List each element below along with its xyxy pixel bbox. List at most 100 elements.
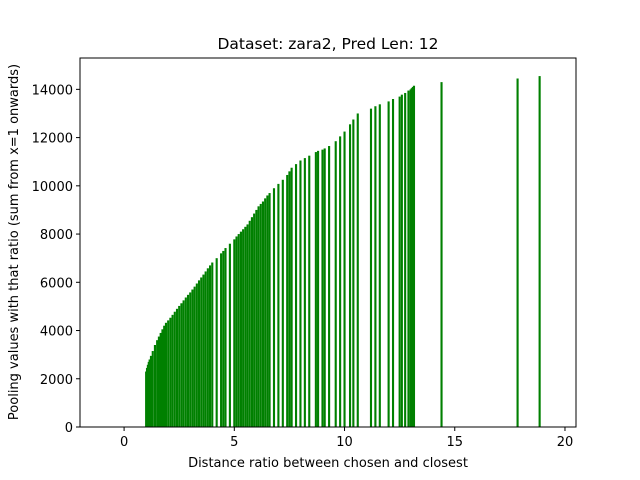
chart-title: Dataset: zara2, Pred Len: 12 bbox=[217, 35, 438, 53]
bar bbox=[378, 104, 381, 427]
bar bbox=[255, 209, 258, 427]
bar bbox=[156, 340, 159, 427]
bar bbox=[244, 226, 247, 427]
bar bbox=[224, 248, 227, 427]
bar bbox=[250, 217, 254, 427]
bar bbox=[272, 188, 276, 427]
y-tick-label: 12000 bbox=[32, 132, 73, 147]
bar bbox=[180, 303, 183, 427]
bar bbox=[171, 314, 174, 427]
bar bbox=[206, 268, 209, 427]
x-tick-label: 5 bbox=[230, 435, 238, 450]
bar bbox=[334, 141, 337, 427]
x-tick-label: 15 bbox=[446, 435, 463, 450]
bar bbox=[182, 300, 185, 427]
bar bbox=[228, 243, 231, 427]
bar bbox=[222, 250, 225, 427]
bar bbox=[197, 280, 201, 427]
y-tick-label: 10000 bbox=[32, 180, 73, 195]
bar bbox=[163, 325, 166, 427]
y-tick-label: 14000 bbox=[32, 83, 73, 98]
bar bbox=[259, 203, 262, 427]
bar bbox=[149, 355, 153, 427]
bar bbox=[220, 253, 223, 427]
bar bbox=[286, 174, 289, 427]
bar bbox=[157, 336, 160, 427]
bar bbox=[343, 131, 346, 427]
y-tick-label: 8000 bbox=[40, 228, 73, 243]
x-tick-label: 10 bbox=[336, 435, 353, 450]
bar bbox=[321, 149, 324, 427]
bar bbox=[374, 106, 377, 428]
bars-group bbox=[145, 76, 541, 428]
bar bbox=[184, 297, 187, 427]
bar bbox=[235, 236, 238, 427]
bar bbox=[356, 113, 359, 427]
bar bbox=[348, 124, 352, 427]
bar bbox=[211, 262, 214, 427]
bar bbox=[281, 179, 284, 427]
bar bbox=[303, 158, 306, 427]
y-axis: 0 2000 4000 6000 8000 10000 12000 14000 bbox=[32, 83, 80, 436]
bar bbox=[261, 201, 265, 427]
bar bbox=[233, 239, 236, 427]
bar bbox=[169, 317, 172, 427]
bar bbox=[314, 152, 317, 427]
bar bbox=[239, 231, 242, 427]
bar bbox=[391, 99, 395, 427]
y-tick-label: 2000 bbox=[40, 373, 73, 388]
bar bbox=[410, 88, 413, 428]
plot-frame bbox=[79, 57, 577, 428]
bar bbox=[299, 160, 302, 427]
bar bbox=[387, 101, 390, 427]
bar bbox=[246, 224, 249, 427]
bar bbox=[242, 229, 245, 427]
bar bbox=[257, 206, 260, 427]
bar bbox=[323, 148, 326, 427]
bar bbox=[290, 167, 293, 428]
x-axis-label: Distance ratio between chosen and closes… bbox=[188, 456, 468, 471]
bar bbox=[209, 265, 212, 427]
bar bbox=[440, 82, 443, 428]
bar bbox=[288, 171, 291, 427]
bar bbox=[253, 213, 256, 427]
bar bbox=[153, 345, 157, 427]
bar bbox=[294, 164, 298, 427]
bar bbox=[352, 119, 355, 427]
bar bbox=[412, 85, 416, 428]
bar bbox=[202, 274, 205, 427]
bar bbox=[398, 96, 401, 427]
bar bbox=[215, 258, 218, 427]
bar bbox=[369, 108, 373, 428]
y-tick-label: 0 bbox=[65, 421, 73, 436]
bar bbox=[178, 305, 181, 427]
bar bbox=[164, 322, 168, 427]
bar bbox=[195, 283, 198, 427]
bar bbox=[317, 150, 320, 427]
bar bbox=[167, 320, 170, 427]
bar bbox=[193, 286, 196, 427]
bar bbox=[407, 90, 410, 427]
bar bbox=[277, 183, 280, 427]
x-axis: 0 5 10 15 20 bbox=[120, 427, 573, 450]
bar bbox=[409, 89, 412, 427]
x-tick-label: 0 bbox=[120, 435, 128, 450]
bar bbox=[173, 311, 176, 427]
bar bbox=[248, 220, 251, 427]
bar bbox=[204, 271, 207, 427]
bar bbox=[264, 198, 267, 427]
bar bbox=[159, 332, 162, 427]
bar bbox=[189, 292, 192, 427]
bar bbox=[186, 294, 190, 427]
bar bbox=[161, 329, 164, 427]
bar bbox=[200, 277, 203, 427]
bar bbox=[175, 308, 179, 427]
bar bbox=[268, 193, 271, 427]
bar bbox=[148, 359, 151, 427]
bar bbox=[516, 78, 519, 427]
bar bbox=[328, 146, 331, 427]
y-tick-label: 4000 bbox=[40, 325, 73, 340]
bar bbox=[538, 76, 541, 427]
y-tick-label: 6000 bbox=[40, 276, 73, 291]
